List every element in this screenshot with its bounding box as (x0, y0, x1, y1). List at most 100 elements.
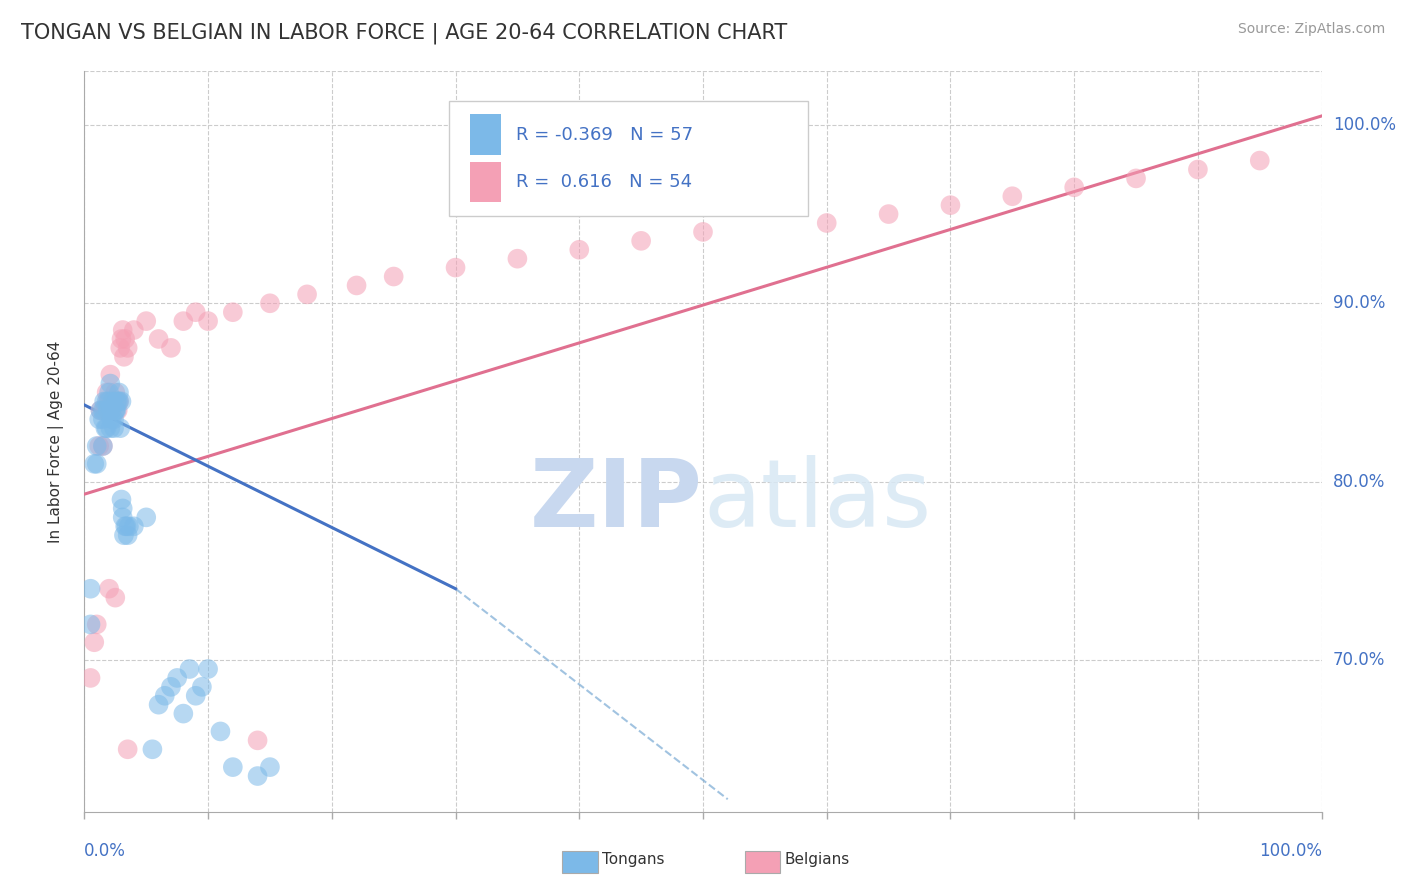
Point (115, 519, 138, 533)
Point (246, 733, 269, 747)
Y-axis label: In Labor Force | Age 20-64: In Labor Force | Age 20-64 (48, 341, 63, 542)
Point (222, 305, 245, 319)
Point (94, 403, 117, 417)
Point (1063, 180, 1085, 194)
Point (246, 769, 269, 783)
Text: TONGAN VS BELGIAN IN LABOR FORCE | AGE 20-64 CORRELATION CHART: TONGAN VS BELGIAN IN LABOR FORCE | AGE 2… (21, 22, 787, 44)
Text: 100.0%: 100.0% (1333, 116, 1396, 134)
Bar (471, 161, 502, 202)
Point (94, 421, 117, 435)
Point (877, 207, 900, 221)
Point (79, 617, 101, 632)
Point (108, 394, 131, 409)
Point (107, 394, 129, 409)
Text: 70.0%: 70.0% (1333, 651, 1385, 669)
Point (172, 706, 194, 721)
Point (96, 394, 118, 409)
Point (110, 332, 132, 346)
Point (104, 403, 127, 417)
Point (110, 421, 132, 435)
Point (222, 760, 245, 774)
Point (630, 234, 652, 248)
Point (96, 385, 118, 400)
Point (91, 439, 114, 453)
Point (98, 385, 121, 400)
Point (104, 403, 127, 417)
Text: R =  0.616   N = 54: R = 0.616 N = 54 (516, 173, 692, 191)
Point (108, 385, 131, 400)
Point (1249, 153, 1271, 168)
Point (111, 501, 134, 516)
Text: 0.0%: 0.0% (84, 842, 127, 860)
Point (117, 742, 139, 756)
Point (117, 341, 139, 355)
Point (103, 412, 125, 426)
Point (79, 671, 101, 685)
Point (939, 198, 962, 212)
Point (111, 323, 134, 337)
Point (141, 742, 163, 756)
Point (108, 394, 131, 409)
Point (112, 350, 135, 364)
Point (86, 439, 108, 453)
Point (118, 519, 141, 533)
Point (98, 368, 121, 382)
Text: 90.0%: 90.0% (1333, 294, 1385, 312)
Point (110, 394, 132, 409)
Point (1001, 189, 1024, 203)
Point (98, 394, 121, 409)
Point (117, 528, 139, 542)
Point (259, 760, 281, 774)
Point (98, 421, 121, 435)
Point (100, 403, 122, 417)
Point (93, 394, 115, 409)
Point (100, 403, 122, 417)
Point (153, 689, 176, 703)
Point (97, 394, 120, 409)
Point (160, 341, 183, 355)
Point (91, 439, 114, 453)
Point (382, 269, 405, 284)
Point (103, 394, 125, 409)
Point (506, 252, 529, 266)
Point (692, 225, 714, 239)
Point (101, 394, 124, 409)
Point (83, 635, 105, 649)
Point (148, 332, 170, 346)
Point (135, 510, 157, 524)
Point (105, 394, 128, 409)
Point (104, 385, 127, 400)
Text: 80.0%: 80.0% (1333, 473, 1385, 491)
Point (98, 376, 121, 391)
Point (97, 403, 120, 417)
Point (89, 403, 111, 417)
Point (197, 314, 219, 328)
Text: Source: ZipAtlas.com: Source: ZipAtlas.com (1237, 22, 1385, 37)
Point (93, 403, 115, 417)
Point (568, 243, 591, 257)
Point (1125, 171, 1147, 186)
Text: Tongans: Tongans (602, 853, 664, 867)
Point (112, 528, 135, 542)
Point (91, 412, 114, 426)
Point (166, 671, 188, 685)
Point (184, 305, 207, 319)
Point (104, 591, 127, 605)
Point (444, 260, 467, 275)
Point (114, 332, 136, 346)
Point (91, 403, 114, 417)
Point (184, 689, 207, 703)
Point (101, 394, 124, 409)
Point (105, 403, 128, 417)
Point (114, 519, 136, 533)
Point (79, 582, 101, 596)
Point (103, 421, 125, 435)
Text: R = -0.369   N = 57: R = -0.369 N = 57 (516, 126, 693, 144)
Point (89, 412, 111, 426)
Point (295, 287, 318, 301)
Text: atlas: atlas (703, 455, 931, 547)
Point (111, 510, 134, 524)
Point (148, 698, 170, 712)
Point (105, 394, 128, 409)
Point (96, 421, 118, 435)
